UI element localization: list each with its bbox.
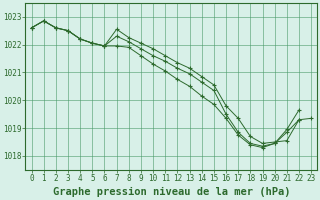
X-axis label: Graphe pression niveau de la mer (hPa): Graphe pression niveau de la mer (hPa) xyxy=(52,187,290,197)
